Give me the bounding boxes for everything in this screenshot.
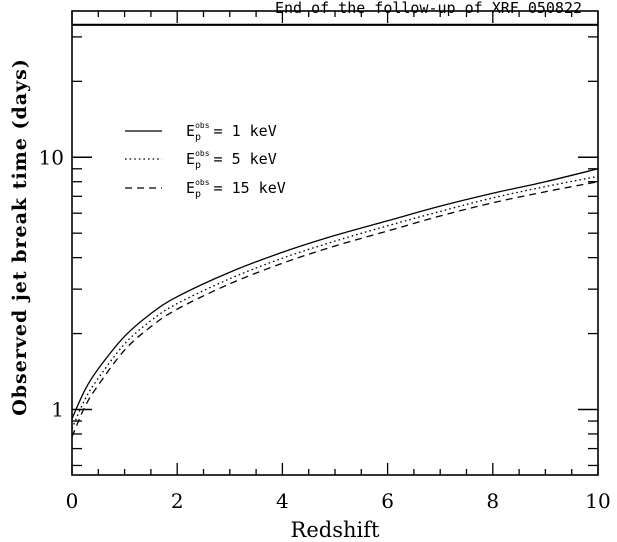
x-tick-label: 0 [66,489,79,513]
series-line-2 [71,175,599,429]
data-curves [71,168,599,437]
x-tick-label: 2 [171,489,184,513]
legend-label-1: Epobs = 1 keV [186,121,277,143]
y-axis-label: Observed jet break time (days) [9,58,31,416]
series-line-3 [71,181,599,437]
x-tick-label: 6 [381,489,394,513]
x-tick-label: 10 [585,489,610,513]
y-tick-label: 1 [51,398,64,422]
legend-label-2: Epobs = 5 keV [186,149,277,171]
x-tick-label: 8 [486,489,499,513]
y-tick-label: 10 [39,145,64,169]
axis-tick-labels: 0 2 4 6 8 10 1 10 [39,145,611,513]
series-line-1 [71,168,599,419]
follow-up-annotation: End of the follow-up of XRF 050822 [275,0,582,17]
plot-frame [71,10,599,476]
x-tick-label: 4 [276,489,289,513]
legend: Epobs = 1 keV Epobs = 5 keV Epobs = 15 keV [125,121,286,200]
legend-label-3: Epobs = 15 keV [186,178,286,200]
x-axis-label: Redshift [291,518,380,542]
